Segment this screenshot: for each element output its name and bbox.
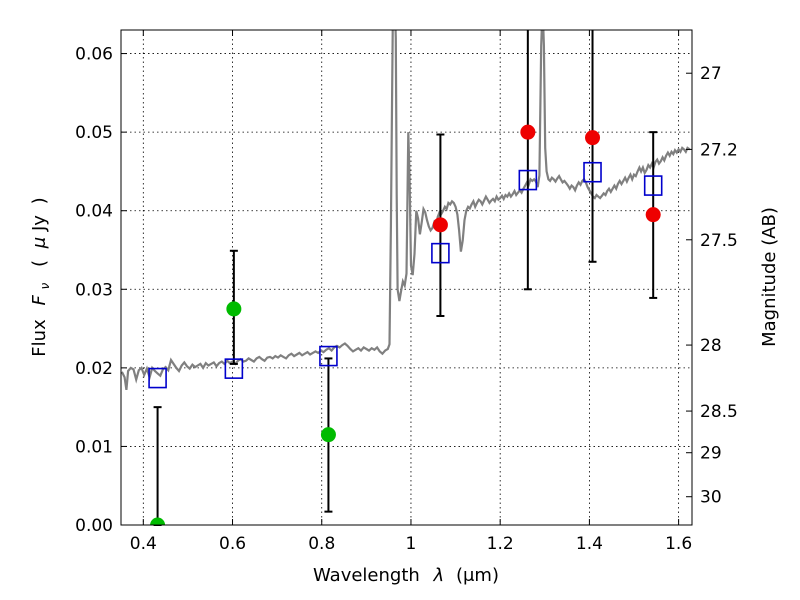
detection-point	[150, 517, 166, 525]
x-tick-label: 0.4	[130, 534, 157, 554]
detection-point	[432, 217, 448, 233]
y-axis-title-unit: Jy	[29, 215, 50, 232]
y-axis-title-mu: μ	[29, 237, 50, 249]
detection-point	[226, 301, 242, 317]
x-tick-label: 0.6	[219, 534, 246, 554]
x-axis-title-symbol: λ	[433, 565, 445, 586]
x-axis-title-unit: (μm)	[456, 565, 499, 586]
y-axis-title: Flux F ν ( μ Jy )	[29, 197, 54, 356]
plot-frame	[120, 29, 693, 526]
y-axis-title-close: )	[29, 197, 50, 204]
detection-point	[585, 130, 601, 146]
y-tick-label: 0.03	[75, 280, 113, 300]
x-tick-label: 0.8	[308, 534, 335, 554]
y-tick-label: 0.05	[75, 123, 113, 143]
model-square	[319, 345, 338, 367]
y-axis-title-subscript: ν	[38, 282, 52, 289]
x-tick-label: 1	[406, 534, 417, 554]
y-axis-title-symbol: F	[29, 295, 50, 306]
x-tick-label: 1.6	[665, 534, 692, 554]
y-tick-label: 0.01	[75, 437, 113, 457]
mag-tick-label: 28	[700, 336, 722, 356]
y2-axis-title: Magnitude (AB)	[759, 207, 780, 347]
mag-tick-label: 27.5	[700, 231, 738, 251]
x-axis-title: Wavelength λ (μm)	[313, 565, 499, 586]
model-square	[518, 169, 538, 191]
model-square	[148, 367, 167, 389]
detection-point	[320, 427, 336, 443]
model-square	[224, 358, 244, 379]
detection-point	[520, 124, 536, 140]
mag-tick-label: 28.5	[700, 402, 738, 422]
tick-layer: 0.4 0.6 0.8 1 1.2 1.4 1.6 0.00 0.01 0.02 0.03 0.04 0…	[75, 30, 738, 554]
x-tick-label: 1.2	[487, 534, 514, 554]
detection-point	[645, 207, 661, 223]
model-square	[643, 175, 663, 196]
mag-tick-label: 27	[700, 64, 722, 84]
y-axis-title-prefix: Flux	[29, 319, 50, 357]
marker-layer	[148, 124, 663, 525]
model-square	[583, 161, 602, 183]
model-square	[431, 242, 450, 264]
mag-tick-label: 30	[700, 488, 722, 508]
y-tick-label: 0.04	[75, 202, 113, 222]
mag-tick-label: 27.2	[700, 140, 738, 160]
grid-lines	[121, 30, 692, 526]
y-tick-label: 0.06	[75, 45, 113, 65]
x-tick-label: 1.4	[576, 534, 603, 554]
y-axis-title-open: (	[29, 260, 50, 267]
mag-tick-label: 29	[700, 444, 722, 464]
x-axis-title-prefix: Wavelength	[313, 565, 420, 586]
y-tick-label: 0.00	[75, 516, 113, 536]
y-tick-label: 0.02	[75, 359, 113, 379]
